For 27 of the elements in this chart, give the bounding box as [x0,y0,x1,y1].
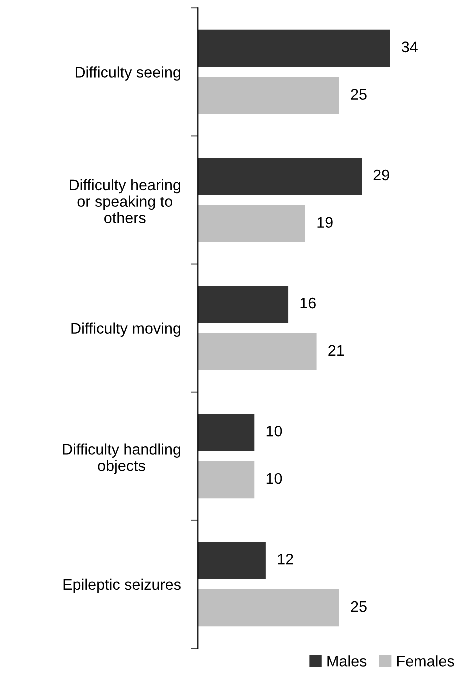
data-label: 10 [266,426,282,437]
bar [198,77,340,114]
y-tick-label: Difficulty moving [72,322,180,337]
bar [198,461,255,499]
data-label: 25 [351,601,367,612]
data-label: 29 [374,170,390,181]
bar [198,333,317,371]
y-tick-label: Epileptic seizures [64,578,181,594]
legend-label: Females [398,656,454,667]
y-tick-label: Difficulty handling objects [63,444,180,474]
bar [198,590,340,627]
bar [198,542,266,580]
y-tick-label: Difficulty hearing or speaking to others [70,179,180,224]
data-label: 21 [328,345,344,356]
data-label: 34 [402,42,418,53]
data-label: 25 [351,89,367,100]
bar [198,158,362,196]
bar [198,205,306,242]
legend-label: Males [328,656,367,667]
bar [198,286,289,324]
data-label: 16 [300,298,316,309]
bar [198,414,255,452]
bar [198,30,390,68]
data-label: 19 [318,217,333,228]
data-label: 10 [266,473,282,484]
y-tick-label: Difficulty seeing [76,66,180,81]
data-label: 12 [278,554,294,565]
